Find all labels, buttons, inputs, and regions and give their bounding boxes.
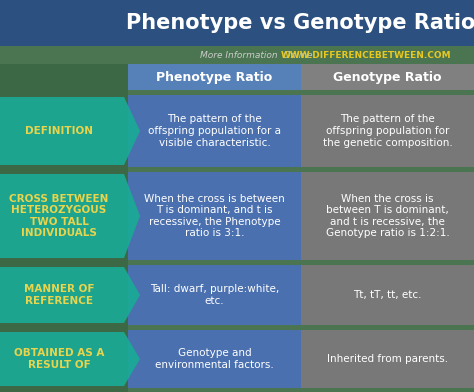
Text: Genotype and
environmental factors.: Genotype and environmental factors. [155, 348, 274, 370]
Bar [128, 265, 301, 325]
Bar [0, 64, 128, 392]
Text: Phenotype Ratio: Phenotype Ratio [156, 71, 273, 83]
Bar [301, 172, 474, 260]
Bar [301, 330, 474, 388]
Text: OBTAINED AS A
RESULT OF: OBTAINED AS A RESULT OF [14, 348, 104, 370]
Text: More Information  Online: More Information Online [200, 51, 312, 60]
Polygon shape [0, 267, 140, 323]
Text: Inherited from parents.: Inherited from parents. [327, 354, 448, 364]
Polygon shape [0, 97, 140, 165]
Text: When the cross is
between T is dominant,
and t is recessive, the
Genotype ratio : When the cross is between T is dominant,… [326, 194, 449, 238]
Bar [128, 64, 301, 90]
Polygon shape [0, 174, 140, 258]
Text: CROSS BETWEEN
HETEROZYGOUS
TWO TALL
INDIVIDUALS: CROSS BETWEEN HETEROZYGOUS TWO TALL INDI… [9, 194, 109, 238]
Text: Tt, tT, tt, etc.: Tt, tT, tt, etc. [353, 290, 422, 300]
Text: The pattern of the
offspring population for
the genetic composition.: The pattern of the offspring population … [323, 114, 452, 148]
Text: MANNER OF
REFERENCE: MANNER OF REFERENCE [24, 284, 94, 306]
Bar [128, 330, 301, 388]
Text: Genotype Ratio: Genotype Ratio [333, 71, 442, 83]
Text: DEFINITION: DEFINITION [25, 126, 93, 136]
Bar [301, 64, 474, 90]
Text: Phenotype vs Genotype Ratio: Phenotype vs Genotype Ratio [126, 13, 474, 33]
Text: The pattern of the
offspring population for a
visible characteristic.: The pattern of the offspring population … [148, 114, 281, 148]
Bar [128, 172, 301, 260]
Bar [128, 95, 301, 167]
Bar [301, 95, 474, 167]
Text: Tall: dwarf, purple:white,
etc.: Tall: dwarf, purple:white, etc. [150, 284, 279, 306]
Polygon shape [0, 332, 140, 386]
Text: WWW.DIFFERENCEBETWEEN.COM: WWW.DIFFERENCEBETWEEN.COM [281, 51, 451, 60]
Bar [0, 0, 474, 46]
Text: When the cross is between
T is dominant, and t is
recessive, the Phenotype
ratio: When the cross is between T is dominant,… [144, 194, 285, 238]
Bar [301, 265, 474, 325]
